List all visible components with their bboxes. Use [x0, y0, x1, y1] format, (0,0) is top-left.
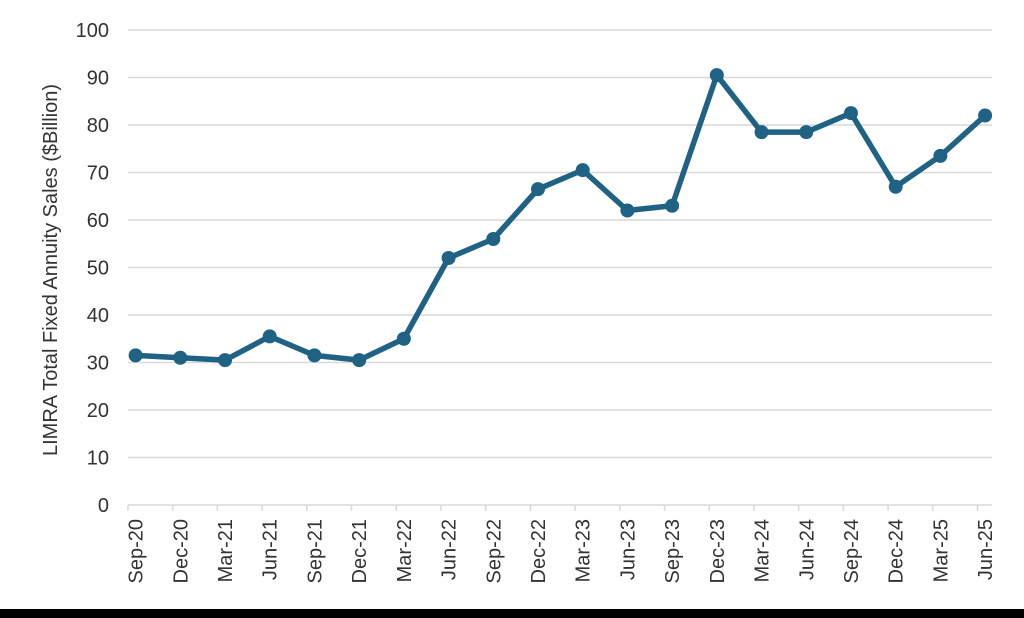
x-axis-tick-label: Jun-25: [975, 519, 997, 580]
x-axis-tick-label: Mar-24: [752, 519, 774, 582]
y-axis-tick-label: 50: [87, 258, 109, 280]
data-point-marker: [575, 163, 590, 178]
data-point-marker: [933, 148, 948, 163]
y-axis-tick-label: 100: [76, 20, 109, 42]
data-point-marker: [262, 329, 277, 344]
x-axis-tick-label: Dec-22: [528, 519, 550, 583]
x-axis-tick-label: Jun-23: [617, 519, 639, 580]
bottom-border-bar: [0, 609, 1024, 618]
data-point-marker: [128, 348, 143, 363]
data-point-marker: [486, 232, 501, 246]
x-axis-tick-label: Mar-25: [930, 519, 952, 582]
data-point-marker: [978, 108, 993, 123]
data-point-marker: [665, 198, 680, 213]
x-axis-tick-label: Sep-21: [304, 519, 326, 584]
data-point-marker: [218, 353, 233, 368]
data-point-marker: [530, 182, 545, 197]
x-axis-tick-label: Sep-24: [841, 519, 863, 584]
x-axis-tick-label: Sep-23: [662, 519, 684, 584]
x-axis-tick-label: Jun-22: [439, 519, 461, 580]
x-axis-tick-label: Dec-24: [886, 519, 908, 583]
y-axis-tick-label: 40: [87, 305, 109, 327]
y-axis-tick-label: 0: [98, 495, 109, 517]
x-axis-tick-label: Dec-23: [707, 519, 729, 583]
data-point-marker: [709, 68, 724, 83]
data-point-marker: [620, 203, 635, 218]
x-axis-tick-label: Jun-21: [260, 519, 282, 580]
x-axis-tick-label: Dec-20: [170, 519, 192, 583]
series-line: [132, 72, 988, 363]
y-axis-tick-label: 80: [87, 115, 109, 137]
x-axis-tick-label: Mar-23: [573, 519, 595, 582]
x-axis-tick-label: Jun-24: [796, 519, 818, 580]
data-point-marker: [352, 353, 367, 368]
data-point-marker: [754, 125, 769, 140]
data-point-marker: [843, 106, 858, 121]
y-axis-tick-label: 90: [87, 68, 109, 90]
x-axis-tick-label: Sep-20: [126, 519, 148, 584]
data-point-marker: [173, 350, 188, 365]
x-axis-tick-label: Mar-21: [215, 519, 237, 582]
x-axis-tick-label: Sep-22: [483, 519, 505, 584]
data-point-marker: [799, 125, 814, 140]
data-point-marker: [396, 331, 411, 346]
y-axis-tick-label: 70: [87, 163, 109, 185]
y-axis-title: LIMRA Total Fixed Annuity Sales ($Billio…: [40, 84, 62, 456]
y-axis-tick-label: 20: [87, 400, 109, 422]
y-axis-tick-label: 30: [87, 353, 109, 375]
data-point-marker: [307, 348, 322, 363]
data-point-marker: [888, 179, 903, 194]
y-axis-tick-label: 10: [87, 448, 109, 470]
data-point-marker: [441, 251, 456, 265]
y-axis-tick-label: 60: [87, 210, 109, 232]
x-axis-tick-label: Dec-21: [349, 519, 371, 583]
x-axis-tick-label: Mar-22: [394, 519, 416, 582]
